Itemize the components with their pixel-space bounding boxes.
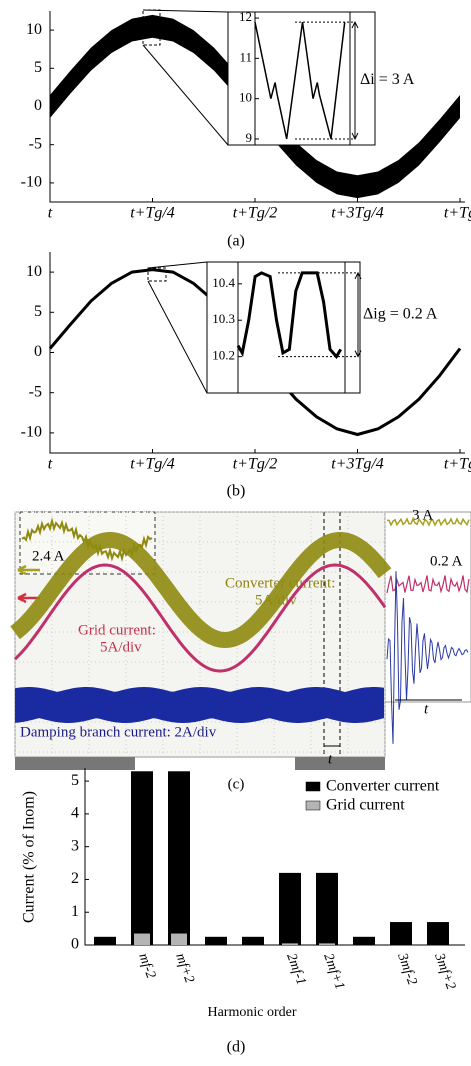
x-tick-label: t+3Tg/4 — [331, 456, 384, 473]
legend-swatch — [306, 782, 320, 791]
damping-label: Damping branch current: 2A/div — [20, 724, 217, 740]
inset-y-tick-label: 12 — [239, 9, 252, 24]
bar — [353, 937, 375, 945]
y-tick-label: 0 — [71, 936, 79, 953]
y-tick-label: -10 — [21, 424, 42, 441]
bar — [390, 922, 412, 945]
bar — [168, 771, 190, 945]
status-bar — [15, 757, 135, 770]
caption: (b) — [227, 483, 246, 500]
legend-label: Converter current — [326, 778, 440, 795]
bar — [94, 937, 116, 945]
x-tick-label: t+Tg — [444, 456, 471, 473]
y-tick-label: 5 — [71, 772, 79, 789]
inset-y-tick-label: 10.2 — [212, 348, 235, 363]
bar — [131, 771, 153, 945]
y-tick-label: 0 — [34, 343, 42, 360]
status-bar — [295, 757, 385, 770]
bar — [171, 934, 187, 945]
y-tick-label: 5 — [34, 59, 42, 76]
x-tick-label: t — [48, 456, 53, 473]
y-tick-label: 10 — [26, 263, 42, 280]
range-annotation: Δi = 3 A — [360, 71, 415, 88]
y-axis-label: Current (% of Inom) — [21, 791, 38, 923]
y-tick-label: 10 — [26, 21, 42, 38]
figure: Converter current: 5A/div Grid current: … — [0, 0, 471, 1066]
caption: (a) — [227, 233, 245, 250]
damping-trace — [15, 687, 384, 723]
y-tick-label: 2 — [71, 870, 79, 887]
inset-y-tick-label: 9 — [246, 130, 253, 145]
bar — [242, 937, 264, 945]
zoom-label: 2.4 A — [32, 548, 65, 564]
x-tick-label: t+Tg/2 — [233, 456, 278, 473]
y-tick-label: 4 — [71, 805, 79, 822]
caption: (c) — [228, 776, 245, 792]
bar — [134, 934, 150, 945]
grid-scale: 5A/div — [100, 639, 142, 655]
bar — [282, 943, 298, 945]
x-tick-label: t+3Tg/4 — [331, 205, 384, 222]
y-tick-label: 0 — [34, 97, 42, 114]
y-tick-label: -10 — [21, 174, 42, 191]
x-tick-label: t — [48, 205, 53, 222]
x-tick-label: t+Tg/2 — [233, 205, 278, 222]
bar — [316, 873, 338, 945]
y-tick-label: 5 — [34, 303, 42, 320]
bar — [205, 937, 227, 945]
grid-label: Grid current: — [78, 622, 156, 638]
legend-swatch — [306, 801, 320, 810]
x-tick-label: t+Tg/4 — [130, 205, 175, 222]
x-tick-label: t+Tg/4 — [130, 456, 175, 473]
range-annotation: Δig = 0.2 A — [363, 305, 438, 322]
x-tick-label: t+Tg — [444, 205, 471, 222]
bar — [279, 873, 301, 945]
x-axis-label: Harmonic order — [207, 1005, 296, 1020]
y-tick-label: -5 — [29, 383, 42, 400]
bar — [427, 922, 449, 945]
inset-y-tick-label: 10.3 — [212, 311, 235, 326]
y-tick-label: 3 — [71, 837, 79, 854]
inset-y-tick-label: 10 — [239, 90, 252, 105]
y-tick-label: -5 — [29, 135, 42, 152]
caption: (d) — [227, 1039, 246, 1056]
y-tick-label: 1 — [71, 903, 79, 920]
side-zoom-label: 0.2 A — [430, 553, 463, 569]
legend-label: Grid current — [326, 797, 405, 814]
inset-y-tick-label: 10.4 — [212, 275, 235, 290]
inset-y-tick-label: 11 — [239, 49, 252, 64]
bar — [319, 943, 335, 945]
